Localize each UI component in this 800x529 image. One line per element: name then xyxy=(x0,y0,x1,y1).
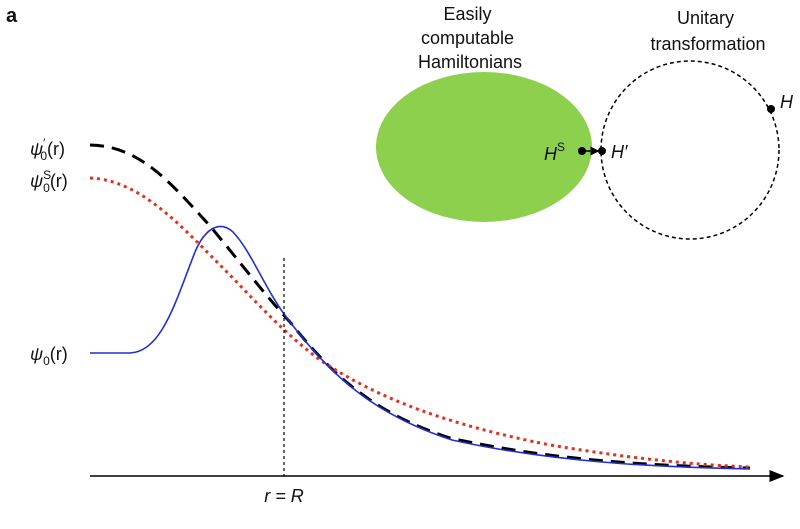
panel-label: a xyxy=(6,5,18,27)
curve-label: ψ0(r) xyxy=(30,344,68,368)
point-hs xyxy=(578,147,586,155)
easy-hamiltonian-region xyxy=(376,72,592,222)
curve-label: ψ′ 0(r) xyxy=(30,136,65,163)
axis-marker-label: r = R xyxy=(264,486,304,506)
ellipse-label: Easily computable Hamiltonians xyxy=(418,4,522,72)
point-hprime xyxy=(598,147,606,155)
circle-label: Unitary transformation xyxy=(650,8,765,54)
curve-psi-s xyxy=(89,176,751,469)
hs-label: HS xyxy=(544,140,565,164)
curve-label: ψS 0(r) xyxy=(30,168,68,195)
unitary-orbit xyxy=(600,60,780,240)
curve-psi xyxy=(90,225,751,470)
h-label: H xyxy=(780,92,794,112)
point-h xyxy=(767,105,775,113)
hprime-label: H′ xyxy=(611,142,628,162)
